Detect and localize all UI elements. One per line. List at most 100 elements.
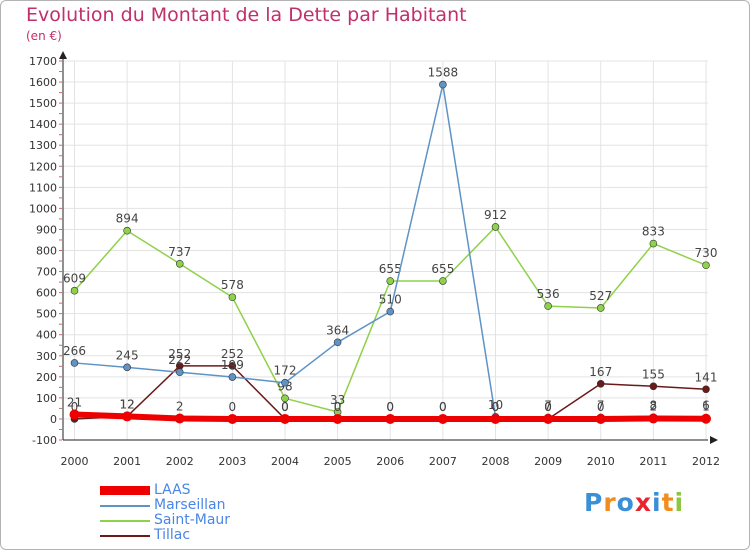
data-label-marseillan: 6 — [702, 399, 710, 413]
logo-letter-x: x — [634, 488, 652, 517]
chart-title: Evolution du Montant de la Dette par Hab… — [26, 4, 467, 26]
y-tick-label: 300 — [36, 350, 57, 363]
data-label-tillac: 167 — [589, 365, 612, 379]
chart-subtitle: (en €) — [26, 29, 62, 43]
data-label-tillac: 0 — [71, 400, 79, 414]
data-label-marseillan: 7 — [597, 398, 605, 412]
data-label-tillac: 0 — [281, 400, 289, 414]
y-tick-label: 200 — [36, 371, 57, 384]
legend-swatch-saint-maur — [100, 520, 150, 522]
data-point-tillac — [649, 382, 658, 391]
legend-swatch-laas — [100, 486, 150, 495]
legend-item-laas: LAAS — [100, 482, 300, 499]
data-point-tillac — [596, 379, 605, 388]
data-point-laas — [122, 411, 133, 422]
data-point-saint-maur — [702, 261, 710, 270]
y-axis-arrow — [59, 51, 67, 59]
data-point-saint-maur — [439, 277, 447, 285]
y-tick-label: 1100 — [29, 181, 57, 194]
data-label-laas: 0 — [281, 400, 289, 414]
legend-item-marseillan: Marseillan — [100, 497, 300, 514]
data-point-saint-maur — [123, 226, 131, 235]
x-tick-label: 2001 — [113, 455, 141, 468]
data-point-saint-maur — [175, 259, 184, 268]
data-point-saint-maur — [70, 286, 79, 295]
data-label-tillac: 141 — [695, 370, 718, 384]
data-label-saint-maur: 33 — [330, 393, 345, 407]
data-label-tillac: 252 — [168, 347, 191, 361]
data-point-tillac — [702, 385, 710, 394]
data-label-marseillan: 510 — [379, 293, 402, 307]
y-tick-label: 800 — [36, 245, 57, 258]
data-label-marseillan: 199 — [221, 358, 244, 372]
data-label-laas: 0 — [597, 400, 605, 414]
data-label-saint-maur: 912 — [484, 208, 507, 222]
data-label-marseillan: 10 — [488, 398, 503, 412]
x-tick-label: 2011 — [639, 455, 667, 468]
data-label-laas: 0 — [334, 400, 342, 414]
data-point-laas — [385, 413, 396, 424]
y-tick-label: 400 — [36, 329, 57, 342]
x-tick-label: 2000 — [61, 455, 89, 468]
data-label-laas: 2 — [176, 400, 184, 414]
data-point-marseillan — [333, 338, 342, 347]
data-label-saint-maur: 536 — [537, 287, 560, 301]
legend-label-saint-maur: Saint-Maur — [154, 512, 231, 528]
data-label-tillac: 0 — [334, 400, 342, 414]
legend-swatch-tillac — [100, 535, 150, 537]
logo-letter-i2: i — [674, 488, 685, 517]
y-tick-label: 1500 — [29, 97, 57, 110]
data-point-marseillan — [123, 363, 131, 372]
x-tick-label: 2003 — [218, 455, 246, 468]
x-tick-label: 2006 — [376, 455, 404, 468]
logo-letter-p: P — [584, 488, 604, 517]
y-tick-label: 1200 — [29, 160, 57, 173]
x-tick-label: 2008 — [482, 455, 510, 468]
data-point-marseillan — [70, 359, 79, 367]
data-point-saint-maur — [491, 223, 500, 231]
y-tick-label: 1600 — [29, 76, 57, 89]
logo-letter-r: r — [603, 488, 617, 517]
data-point-saint-maur — [228, 293, 237, 302]
y-tick-label: 500 — [36, 308, 57, 321]
logo-letter-t: t — [661, 488, 675, 517]
x-tick-label: 2007 — [429, 455, 457, 468]
x-tick-label: 2012 — [692, 455, 720, 468]
data-label-laas: 0 — [492, 400, 500, 414]
data-point-tillac — [228, 362, 237, 370]
data-point-marseillan — [175, 368, 184, 377]
logo-letter-o: o — [616, 488, 635, 517]
y-tick-label: 700 — [36, 266, 57, 279]
data-label-laas: 2 — [650, 400, 658, 414]
data-point-laas — [543, 413, 554, 424]
x-tick-label: 2009 — [534, 455, 562, 468]
data-label-saint-maur: 833 — [642, 225, 665, 239]
data-point-laas — [437, 413, 448, 424]
x-tick-label: 2004 — [271, 455, 299, 468]
y-tick-label: 1400 — [29, 118, 57, 131]
data-label-laas: 0 — [386, 400, 394, 414]
data-label-laas: 0 — [229, 400, 237, 414]
data-label-tillac: 0 — [386, 400, 394, 414]
x-tick-label: 2002 — [166, 455, 194, 468]
legend-item-tillac: Tillac — [100, 527, 300, 544]
data-label-saint-maur: 737 — [168, 245, 191, 259]
logo-letter-i: i — [652, 488, 662, 517]
legend-label-marseillan: Marseillan — [154, 497, 226, 513]
data-point-laas — [69, 409, 80, 420]
data-point-laas — [332, 413, 343, 424]
data-label-marseillan: 172 — [274, 364, 297, 378]
data-label-marseillan: 364 — [326, 323, 349, 337]
data-label-saint-maur: 655 — [379, 262, 402, 276]
x-axis-arrow — [710, 436, 718, 444]
legend: LAAS Marseillan Saint-Maur Tillac — [100, 482, 300, 544]
data-label-saint-maur: 527 — [589, 289, 612, 303]
data-point-laas — [280, 413, 290, 424]
y-tick-label: 1000 — [29, 202, 57, 215]
data-label-marseillan: 245 — [116, 348, 139, 362]
data-label-saint-maur: 609 — [63, 272, 86, 286]
data-point-marseillan — [281, 378, 289, 387]
data-label-tillac: 12 — [119, 397, 134, 411]
x-tick-label: 2010 — [587, 455, 615, 468]
data-label-tillac: 155 — [642, 367, 665, 381]
